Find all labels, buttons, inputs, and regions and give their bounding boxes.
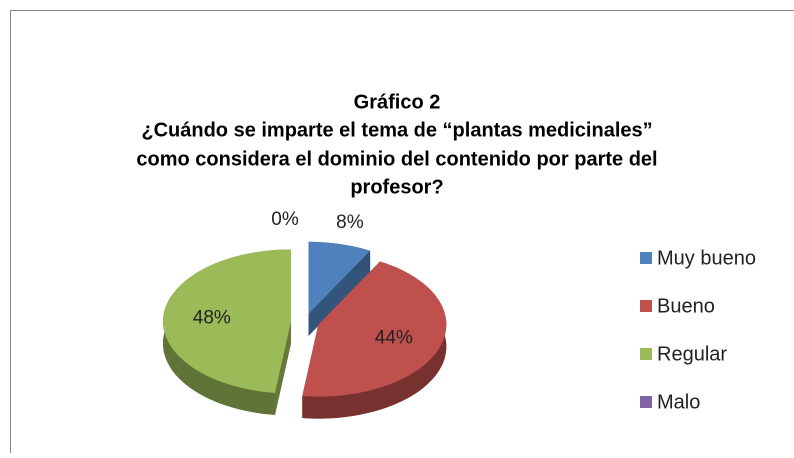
legend-label: Muy bueno [657,247,756,269]
legend-swatch [640,348,652,360]
data-label: 48% [193,308,231,329]
chart-title: como considera el dominio del contenido … [136,148,657,170]
legend-label: Bueno [657,295,715,317]
legend-label: Malo [657,391,700,413]
legend-label: Regular [657,343,727,365]
chart-title: Gráfico 2 [354,91,441,113]
legend-swatch [640,252,652,264]
data-label: 8% [336,212,364,233]
legend-swatch [640,396,652,408]
data-label: 0% [271,209,299,230]
legend-swatch [640,300,652,312]
data-label: 44% [375,327,413,348]
chart-title: profesor? [350,176,443,198]
chart-title: ¿Cuándo se imparte el tema de “plantas m… [141,119,652,141]
